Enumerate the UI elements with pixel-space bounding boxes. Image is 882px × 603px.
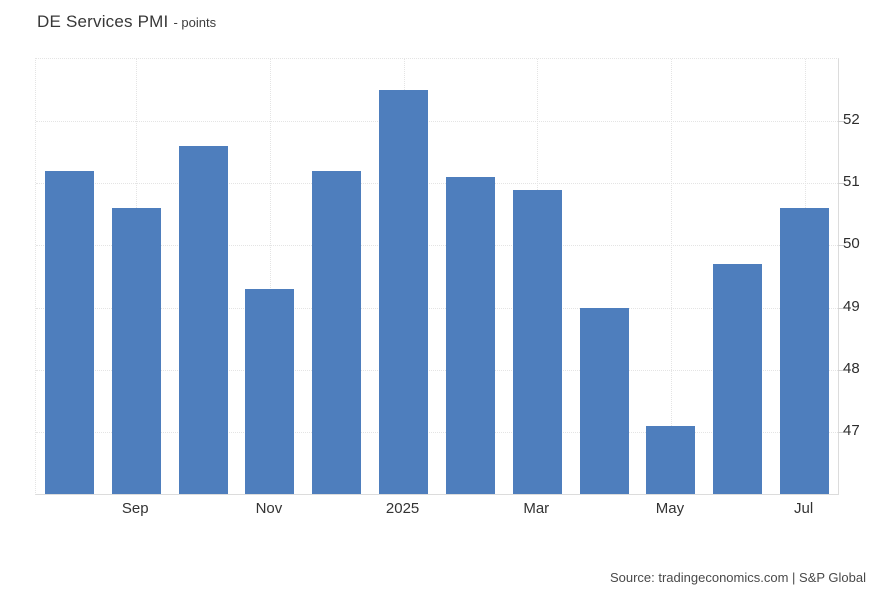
gridline-h-49 (36, 307, 838, 309)
bar-apr-2025[interactable] (579, 307, 629, 494)
x-tick-label-Jul: Jul (793, 500, 814, 517)
y-axis-tick-50 (838, 245, 844, 247)
bar-feb-2025[interactable] (445, 177, 495, 494)
gridline-v-Nov (269, 59, 271, 494)
gridline-h-51 (36, 183, 838, 185)
gridline-v-May (670, 59, 672, 494)
bar-mar-2025[interactable] (512, 189, 562, 494)
chart-title-text: DE Services PMI (37, 12, 169, 31)
bar-nov-2024[interactable] (245, 288, 295, 494)
x-tick-label-2025: 2025 (385, 500, 420, 517)
bar-jun-2025[interactable] (713, 264, 763, 494)
y-tick-label-48: 48 (843, 359, 860, 377)
chart-title: DE Services PMI - points (37, 12, 216, 32)
x-tick-label-May: May (655, 500, 685, 517)
y-axis-tick-52 (838, 121, 844, 123)
bar-may-2025[interactable] (646, 425, 696, 494)
bar-sep-2024[interactable] (111, 208, 161, 494)
gridline-h-52 (36, 121, 838, 123)
gridline-h-50 (36, 245, 838, 247)
y-axis-tick-47 (838, 431, 844, 433)
bar-jan-2025[interactable] (379, 90, 429, 494)
y-tick-label-50: 50 (843, 235, 860, 253)
bar-oct-2024[interactable] (178, 146, 228, 494)
plot-area (35, 58, 844, 495)
y-tick-label-47: 47 (843, 422, 860, 440)
x-tick-label-Nov: Nov (255, 500, 283, 517)
bar-jul-2025[interactable] (780, 208, 830, 494)
gridline-h-48 (36, 369, 838, 371)
gridline-h-47 (36, 431, 838, 433)
bar-aug-2024[interactable] (44, 170, 94, 494)
x-tick-label-Sep: Sep (121, 500, 149, 517)
chart-title-unit: - points (173, 15, 217, 30)
y-axis-tick-48 (838, 369, 844, 371)
bar-dec-2024[interactable] (312, 170, 362, 494)
y-tick-label-52: 52 (843, 111, 860, 129)
y-tick-label-51: 51 (843, 173, 860, 191)
x-tick-label-Mar: Mar (523, 500, 550, 517)
y-axis-tick-51 (838, 183, 844, 185)
y-tick-label-49: 49 (843, 297, 860, 315)
source-attribution: Source: tradingeconomics.com | S&P Globa… (609, 570, 866, 585)
y-axis-tick-49 (838, 307, 844, 309)
